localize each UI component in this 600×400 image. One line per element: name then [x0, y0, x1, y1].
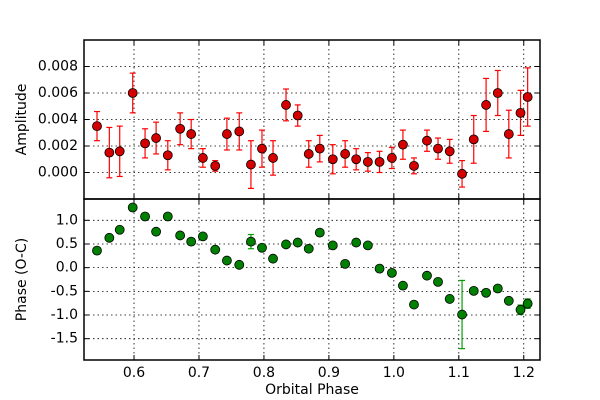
x-tick-label: 0.7 [188, 365, 210, 381]
y-tick-label: 0.002 [38, 138, 78, 154]
point [481, 287, 491, 298]
point [281, 239, 291, 250]
y-tick-label: -1.0 [51, 307, 78, 323]
point [444, 146, 455, 157]
point [140, 138, 150, 149]
point [151, 226, 162, 237]
point [114, 146, 125, 157]
point [422, 135, 432, 146]
y-tick-label: 0.0 [56, 260, 78, 276]
y-tick-label: 0.004 [38, 112, 78, 128]
point [268, 253, 278, 264]
point [409, 160, 419, 171]
point [422, 270, 432, 281]
point [210, 160, 221, 171]
point [234, 259, 245, 270]
point [162, 150, 173, 161]
point [104, 147, 115, 158]
point [386, 153, 397, 163]
y-tick-label: 1.0 [56, 212, 78, 228]
point [303, 243, 314, 254]
point [409, 299, 419, 310]
y-tick-label: 0.008 [38, 59, 78, 75]
point [481, 100, 491, 110]
point [281, 100, 291, 110]
point [314, 227, 325, 238]
point [362, 240, 373, 251]
point [292, 237, 303, 248]
point [386, 267, 397, 278]
point [398, 139, 408, 150]
y-tick-label: 0.006 [38, 85, 78, 101]
point [433, 276, 443, 287]
y-tick-label: 0.000 [38, 165, 78, 181]
point [162, 211, 173, 222]
point [492, 283, 503, 294]
point [340, 149, 351, 159]
point [104, 232, 115, 243]
point [246, 159, 256, 170]
point [127, 88, 138, 98]
y-tick-label: -0.5 [51, 283, 78, 299]
x-tick-label: 1.0 [383, 365, 405, 381]
point [268, 153, 278, 163]
y-tick-label: 0.5 [56, 236, 78, 252]
point [327, 240, 338, 251]
point [374, 263, 385, 274]
point [362, 156, 373, 167]
point [340, 258, 351, 269]
plot-frame [83, 198, 541, 361]
point [246, 236, 256, 247]
point [468, 134, 479, 145]
point [522, 92, 533, 102]
point [522, 298, 533, 309]
point [351, 237, 362, 248]
point [444, 294, 455, 304]
point [457, 168, 467, 179]
point [222, 255, 232, 266]
point [303, 149, 314, 159]
x-tick-label: 1.2 [513, 365, 535, 381]
point [186, 236, 197, 247]
point [127, 202, 138, 213]
point [197, 153, 208, 163]
x-tick-label: 0.8 [253, 365, 275, 381]
point [197, 231, 208, 242]
point [433, 143, 443, 154]
point [515, 304, 526, 315]
x-axis-label: Orbital Phase [265, 382, 359, 398]
point [175, 123, 186, 134]
point [327, 154, 338, 165]
point [210, 244, 221, 255]
point [92, 121, 102, 132]
point [374, 156, 385, 167]
point [92, 245, 102, 256]
point [114, 224, 125, 235]
point [140, 211, 150, 222]
point [457, 309, 467, 320]
point [257, 143, 267, 154]
point [186, 129, 197, 139]
point [314, 143, 325, 154]
y-axis-label: Amplitude [14, 84, 30, 156]
x-tick-label: 0.6 [123, 365, 145, 381]
point [292, 110, 303, 121]
point [503, 295, 514, 306]
x-tick-label: 0.9 [318, 365, 340, 381]
point [234, 126, 245, 137]
point [398, 280, 408, 291]
x-tick-label: 1.1 [448, 365, 470, 381]
point [468, 285, 479, 296]
point [175, 230, 186, 241]
point [492, 88, 503, 98]
point [503, 129, 514, 139]
y-axis-label: Phase (O-C) [14, 238, 30, 321]
y-tick-label: -1.5 [51, 331, 78, 347]
point [151, 133, 162, 143]
point [257, 242, 267, 253]
point [351, 154, 362, 165]
point [515, 107, 526, 118]
point [222, 129, 232, 139]
